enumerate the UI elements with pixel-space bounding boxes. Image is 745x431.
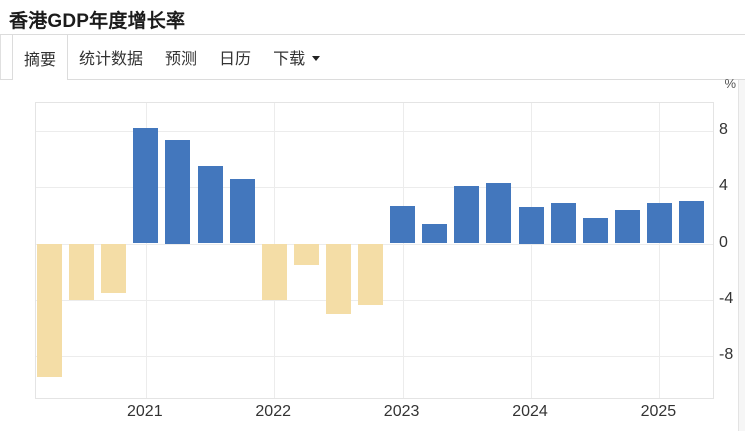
gridline-y--8: [36, 355, 713, 357]
tab-calendar[interactable]: 日历: [208, 35, 262, 79]
bar-2021-Q3[interactable]: [197, 166, 223, 244]
chevron-down-icon: [312, 55, 321, 61]
bar-2022-Q3[interactable]: [325, 243, 351, 314]
bar-2024-Q3[interactable]: [582, 218, 608, 244]
x-tick-label-2024: 2024: [512, 403, 548, 420]
y-tick-label-0: 0: [719, 233, 728, 251]
bar-2024-Q1[interactable]: [518, 207, 544, 244]
gridline-x-2024: [531, 103, 532, 398]
y-tick-label-4: 4: [719, 177, 728, 195]
gridline-x-2023: [402, 103, 404, 398]
bar-2023-Q1[interactable]: [390, 205, 416, 244]
bar-2020-Q4[interactable]: [101, 243, 127, 293]
bar-2021-Q4[interactable]: [229, 178, 255, 244]
title-divider: [0, 34, 745, 35]
bar-2023-Q3[interactable]: [454, 185, 480, 244]
bar-2022-Q2[interactable]: [293, 243, 319, 265]
bar-2020-Q2[interactable]: [37, 243, 62, 377]
tab-forecast-label: 预测: [165, 51, 198, 68]
tab-statistics-label: 统计数据: [79, 51, 144, 68]
y-axis-unit-label: %: [724, 76, 736, 91]
bar-2023-Q2[interactable]: [422, 223, 448, 244]
tab-forecast[interactable]: 预测: [154, 35, 208, 79]
x-tick-label-2022: 2022: [255, 403, 291, 420]
bar-2022-Q4[interactable]: [358, 243, 383, 306]
bar-2025-Q2[interactable]: [679, 201, 704, 244]
bar-2022-Q1[interactable]: [261, 243, 287, 300]
tab-strip-left-edge: [0, 35, 1, 79]
bar-2023-Q4[interactable]: [486, 183, 512, 244]
gridline-x-2025: [659, 103, 661, 398]
gridline-y-4: [36, 187, 713, 189]
bar-2021-Q1[interactable]: [133, 128, 159, 244]
chart-plot-area: [35, 102, 714, 399]
tab-strip: 摘要 统计数据 预测 日历 下载: [0, 35, 745, 80]
tab-statistics[interactable]: 统计数据: [68, 35, 154, 79]
x-tick-label-2021: 2021: [127, 403, 163, 420]
tab-download-label: 下载: [273, 51, 306, 68]
y-tick-label--8: -8: [719, 345, 734, 363]
tab-summary-label: 摘要: [24, 51, 57, 69]
page-title: 香港GDP年度增长率: [9, 11, 186, 32]
scrollbar[interactable]: [738, 80, 745, 431]
x-tick-label-2025: 2025: [640, 403, 677, 420]
tab-summary[interactable]: 摘要: [12, 35, 69, 80]
gridline-y-8: [36, 131, 713, 133]
y-tick-label-8: 8: [719, 121, 728, 139]
x-tick-label-2023: 2023: [383, 403, 420, 420]
bar-2025-Q1[interactable]: [646, 202, 672, 244]
y-tick-label--4: -4: [719, 289, 734, 307]
bar-2020-Q3[interactable]: [69, 243, 95, 300]
tab-calendar-label: 日历: [219, 51, 252, 68]
bar-2024-Q4[interactable]: [614, 209, 640, 244]
bar-2024-Q2[interactable]: [550, 202, 576, 244]
bar-2021-Q2[interactable]: [165, 139, 191, 244]
gridline-x-2021: [145, 103, 147, 398]
tab-download[interactable]: 下载: [262, 35, 331, 79]
